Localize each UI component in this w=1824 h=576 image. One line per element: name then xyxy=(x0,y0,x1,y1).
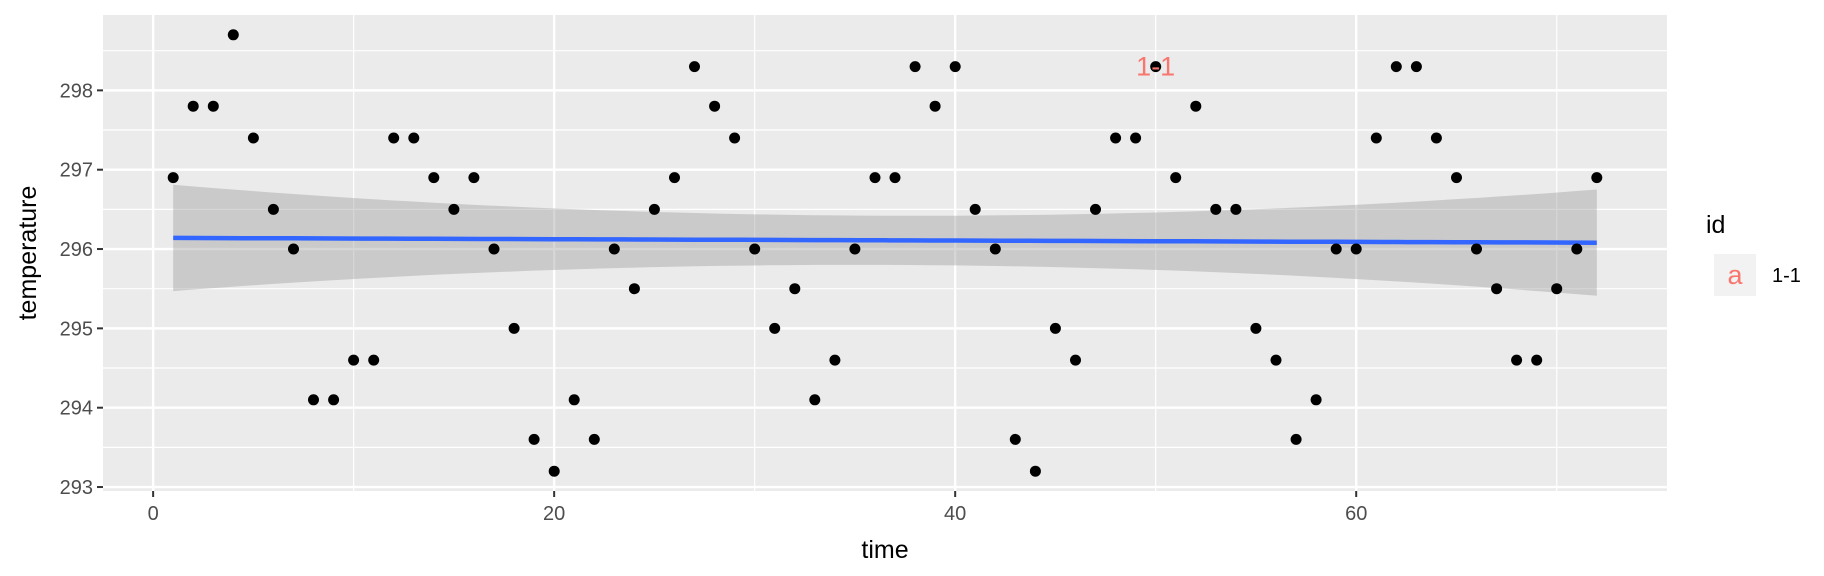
data-point xyxy=(889,172,901,184)
legend-key xyxy=(1714,254,1756,296)
legend: id a 1-1 xyxy=(1706,211,1801,296)
x-axis-title: time xyxy=(861,536,908,564)
data-point xyxy=(1250,322,1262,334)
data-point xyxy=(388,132,400,144)
legend-key-glyph: a xyxy=(1727,260,1743,290)
data-point xyxy=(207,100,219,112)
data-point xyxy=(689,61,700,73)
data-point xyxy=(1410,61,1422,73)
point-annotation: 1-1 xyxy=(1136,52,1175,82)
data-point xyxy=(648,203,660,215)
data-point xyxy=(989,243,1001,255)
data-point xyxy=(769,322,781,334)
data-point xyxy=(1471,243,1482,255)
data-point xyxy=(809,394,821,406)
data-point xyxy=(829,354,841,366)
data-point xyxy=(1029,465,1041,477)
x-tick-label: 0 xyxy=(148,503,159,525)
data-point xyxy=(1390,61,1402,73)
legend-title: id xyxy=(1706,211,1725,239)
data-point xyxy=(909,61,921,73)
y-tick-label: 295 xyxy=(60,318,93,340)
data-point xyxy=(729,132,741,144)
data-point xyxy=(749,243,761,255)
data-point xyxy=(608,243,620,255)
data-point xyxy=(528,433,540,445)
data-point xyxy=(568,394,580,406)
data-point xyxy=(869,172,881,184)
data-point xyxy=(247,132,259,144)
data-point xyxy=(1571,243,1583,255)
y-tick-label: 296 xyxy=(60,239,93,261)
data-point xyxy=(308,394,319,406)
data-point xyxy=(1270,354,1282,366)
data-point xyxy=(1110,132,1122,144)
data-point xyxy=(508,322,520,334)
data-point xyxy=(408,132,420,144)
data-point xyxy=(1430,132,1442,144)
data-point xyxy=(1551,283,1563,295)
data-point xyxy=(1130,132,1142,144)
y-tick-label: 294 xyxy=(60,398,93,420)
data-point xyxy=(1049,322,1061,334)
legend-label: 1-1 xyxy=(1772,265,1801,287)
fit-line xyxy=(173,235,1597,245)
x-tick-label: 60 xyxy=(1345,503,1367,525)
data-point xyxy=(1330,243,1342,255)
y-tick-label: 293 xyxy=(60,477,93,499)
data-point xyxy=(1290,433,1302,445)
data-point xyxy=(1531,354,1543,366)
data-point xyxy=(1491,283,1503,295)
data-point xyxy=(288,243,299,255)
data-point xyxy=(709,100,721,112)
data-point xyxy=(328,394,340,406)
data-point xyxy=(448,203,460,215)
data-point xyxy=(789,283,801,295)
data-point xyxy=(1190,100,1202,112)
data-point xyxy=(368,354,380,366)
y-tick-label: 298 xyxy=(60,80,93,102)
data-point xyxy=(1009,433,1021,445)
data-point xyxy=(1170,172,1182,184)
data-point xyxy=(1350,243,1362,255)
data-point xyxy=(167,172,179,184)
data-point xyxy=(348,354,360,366)
data-point xyxy=(1591,172,1603,184)
data-point xyxy=(1310,394,1322,406)
data-point xyxy=(1370,132,1382,144)
data-point xyxy=(548,465,560,477)
data-point xyxy=(929,100,941,112)
data-point xyxy=(187,100,199,112)
data-point xyxy=(588,433,600,445)
x-tick-label: 20 xyxy=(543,503,565,525)
data-point xyxy=(949,61,961,73)
data-point xyxy=(1230,203,1242,215)
data-point xyxy=(468,172,480,184)
x-axis: 0 20 40 60 xyxy=(148,491,1367,525)
data-points xyxy=(167,29,1603,477)
data-point xyxy=(227,29,239,41)
data-point xyxy=(1451,172,1462,184)
data-point xyxy=(267,203,279,215)
data-point xyxy=(849,243,861,255)
data-point xyxy=(1511,354,1523,366)
regression-line xyxy=(173,235,1597,245)
data-point xyxy=(488,243,500,255)
data-point xyxy=(669,172,680,184)
data-point xyxy=(1090,203,1101,215)
plot-panel xyxy=(103,15,1667,491)
data-point xyxy=(1150,61,1162,73)
y-tick-label: 297 xyxy=(60,160,93,182)
minor-gridlines xyxy=(103,15,1667,491)
data-point xyxy=(1070,354,1081,366)
x-tick-label: 40 xyxy=(944,503,966,525)
data-point xyxy=(969,203,981,215)
y-axis-title: temperature xyxy=(14,186,42,321)
data-point xyxy=(428,172,440,184)
data-point xyxy=(628,283,640,295)
y-axis: 293 294 295 296 297 298 xyxy=(60,80,103,499)
data-point xyxy=(1210,203,1222,215)
